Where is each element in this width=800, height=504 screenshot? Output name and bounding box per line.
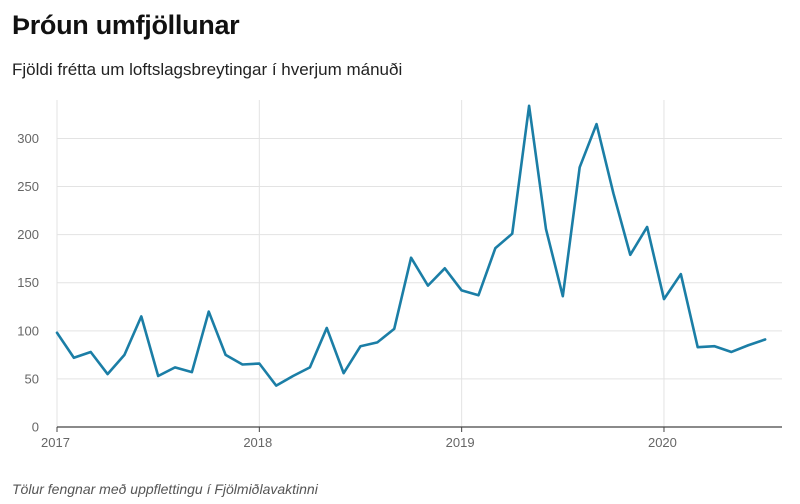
chart-title: Þróun umfjöllunar [12, 10, 240, 40]
y-tick-label: 0 [32, 420, 39, 435]
series-line [55, 104, 767, 387]
y-tick-label: 300 [17, 131, 39, 146]
x-tick-label: 2019 [446, 435, 475, 450]
y-tick-label: 150 [17, 275, 39, 290]
gridlines [56, 100, 782, 427]
x-tick-label: 2020 [648, 435, 677, 450]
series [55, 104, 767, 387]
source-note: Tölur fengnar með uppflettingu í Fjölmið… [12, 481, 318, 497]
x-tick-label: 2017 [41, 435, 70, 450]
y-tick-label: 50 [25, 371, 39, 386]
x-axis-ticks: 2017 2018 2019 2020 [41, 427, 677, 450]
x-tick-label: 2018 [243, 435, 272, 450]
y-tick-label: 100 [17, 323, 39, 338]
chart-subtitle: Fjöldi frétta um loftslagsbreytingar í h… [12, 60, 403, 79]
y-tick-label: 250 [17, 179, 39, 194]
y-axis-ticks: 0 50 100 150 200 250 300 [17, 131, 39, 435]
y-tick-label: 200 [17, 227, 39, 242]
